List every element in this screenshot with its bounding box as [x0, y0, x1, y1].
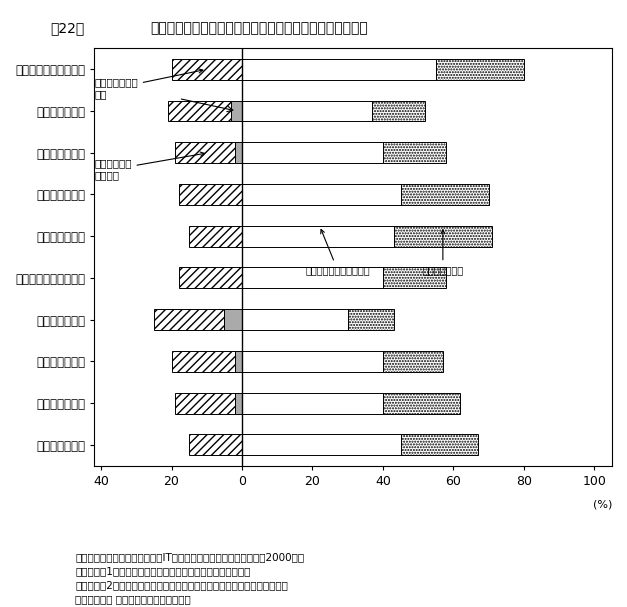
Bar	[235, 393, 242, 413]
Text: 情報化進展度別情報通信技術に関する技能の評価への影響: 情報化進展度別情報通信技術に関する技能の評価への影響	[150, 21, 368, 35]
Bar	[372, 101, 425, 121]
Bar	[394, 226, 492, 246]
Bar	[383, 268, 446, 288]
Bar	[383, 393, 460, 413]
Bar	[179, 268, 242, 288]
Bar	[242, 59, 436, 80]
Bar	[172, 351, 235, 372]
Bar	[235, 142, 242, 163]
Bar	[242, 226, 394, 246]
Text: 大きく影響して
いる: 大きく影響して いる	[94, 69, 203, 99]
Bar	[436, 59, 524, 80]
Bar	[154, 309, 224, 330]
Bar	[242, 101, 372, 121]
Bar	[242, 309, 348, 330]
Bar	[235, 351, 242, 372]
Bar	[242, 351, 383, 372]
Bar	[401, 435, 478, 455]
Text: ある程度影響
している: ある程度影響 している	[94, 152, 204, 180]
Bar	[179, 184, 242, 205]
Bar	[189, 435, 242, 455]
Text: 資料出所　日本労働研究機構「IT活用企業についての実態調査」（2000年）
　（注）　1）情報システム関係を除く職員の評価への影響。
　　　　　2）情報化進展度: 資料出所 日本労働研究機構「IT活用企業についての実態調査」（2000年） （注…	[75, 552, 304, 604]
Bar	[242, 184, 401, 205]
Bar	[242, 268, 383, 288]
Bar	[175, 142, 235, 163]
Bar	[242, 435, 401, 455]
Text: (%): (%)	[593, 499, 612, 509]
Text: ほとんど影響していない: ほとんど影響していない	[305, 229, 370, 276]
Bar	[348, 309, 394, 330]
Bar	[383, 351, 443, 372]
Bar	[242, 142, 383, 163]
Bar	[172, 59, 242, 80]
Bar	[189, 226, 242, 246]
Text: 影響していない: 影響していない	[423, 230, 463, 276]
Bar	[383, 142, 446, 163]
Bar	[175, 393, 235, 413]
Text: 第22図: 第22図	[50, 21, 85, 35]
Bar	[168, 101, 231, 121]
Bar	[224, 309, 242, 330]
Bar	[242, 393, 383, 413]
Bar	[401, 184, 488, 205]
Bar	[231, 101, 242, 121]
